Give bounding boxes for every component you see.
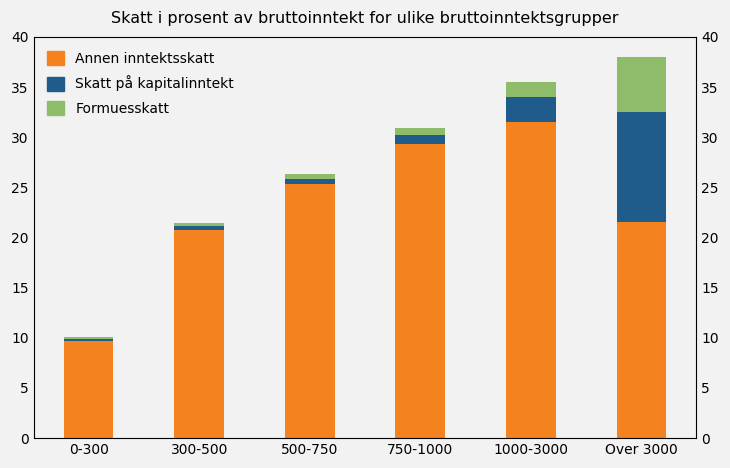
Bar bbox=[285, 184, 334, 438]
Legend: Annen inntektsskatt, Skatt på kapitalinntekt, Formuesskatt: Annen inntektsskatt, Skatt på kapitalinn… bbox=[41, 44, 241, 123]
Bar bbox=[396, 135, 445, 144]
Bar bbox=[64, 337, 113, 339]
Bar bbox=[617, 57, 666, 112]
Bar bbox=[506, 82, 556, 97]
Bar bbox=[617, 112, 666, 222]
Bar bbox=[174, 231, 224, 438]
Bar bbox=[174, 227, 224, 231]
Title: Skatt i prosent av bruttoinntekt for ulike bruttoinntektsgrupper: Skatt i prosent av bruttoinntekt for uli… bbox=[111, 11, 619, 26]
Bar bbox=[64, 341, 113, 438]
Bar bbox=[64, 339, 113, 341]
Bar bbox=[285, 175, 334, 179]
Bar bbox=[506, 122, 556, 438]
Bar bbox=[617, 222, 666, 438]
Bar bbox=[174, 224, 224, 227]
Bar bbox=[396, 144, 445, 438]
Bar bbox=[285, 179, 334, 184]
Bar bbox=[396, 128, 445, 135]
Bar bbox=[506, 97, 556, 122]
